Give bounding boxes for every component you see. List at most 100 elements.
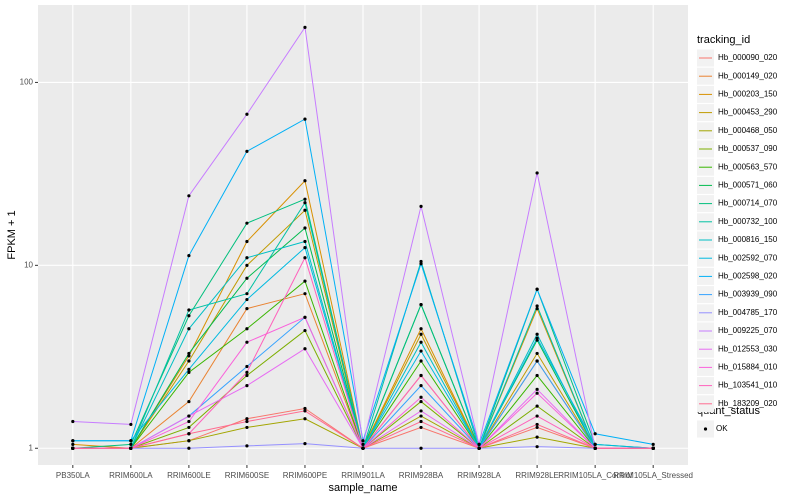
legend-label: Hb_183209_020 xyxy=(718,399,778,408)
point xyxy=(419,340,423,344)
y-axis-title: FPKM + 1 xyxy=(6,210,18,259)
point xyxy=(187,314,191,318)
x-tick-label: RRIM928LA xyxy=(457,471,501,480)
point xyxy=(361,439,365,443)
point xyxy=(535,332,539,336)
point xyxy=(419,409,423,413)
point xyxy=(419,373,423,378)
point xyxy=(535,373,539,378)
point xyxy=(245,340,249,344)
point xyxy=(419,446,423,450)
point xyxy=(187,425,191,430)
x-tick-label: PB350LA xyxy=(56,471,90,480)
x-tick-label: RRIM901LA xyxy=(341,471,385,480)
legend-label: Hb_009225_070 xyxy=(718,326,778,335)
x-tick-label: RRIM600PE xyxy=(283,471,327,480)
x-tick-label: RRIM928BA xyxy=(399,471,444,480)
point xyxy=(303,279,307,283)
point xyxy=(245,307,249,311)
legend-label: Hb_000732_100 xyxy=(718,217,778,226)
legend-label: Hb_000714_070 xyxy=(718,199,778,208)
legend-label: Hb_004785_170 xyxy=(718,308,778,317)
legend-label: Hb_002592_070 xyxy=(718,253,778,262)
x-tick-label: RRIM105LA_Control xyxy=(558,471,632,480)
point xyxy=(303,406,307,411)
point xyxy=(535,435,539,439)
point xyxy=(245,384,249,388)
point xyxy=(419,332,423,336)
point xyxy=(651,446,655,450)
point xyxy=(71,419,75,424)
point xyxy=(187,367,191,371)
x-tick-label: RRIM105LA_Stressed xyxy=(613,471,693,480)
legend-label: Hb_103541_010 xyxy=(718,381,778,390)
legend-label: Hb_003939_090 xyxy=(718,290,778,299)
point xyxy=(245,239,249,244)
point xyxy=(535,422,539,427)
y-tick-label: 100 xyxy=(20,78,34,87)
legend-title: tracking_id xyxy=(697,34,750,46)
point xyxy=(651,442,655,446)
point xyxy=(129,442,133,446)
point xyxy=(419,327,423,331)
point xyxy=(477,442,481,446)
point xyxy=(303,315,307,319)
point xyxy=(245,419,249,424)
legend-label: Hb_015884_010 xyxy=(718,363,778,372)
x-tick-label: RRIM600LA xyxy=(109,471,153,480)
legend-label: Hb_000563_570 xyxy=(718,162,778,171)
point xyxy=(187,446,191,450)
point xyxy=(303,409,307,413)
x-axis-title: sample_name xyxy=(328,482,397,494)
point xyxy=(419,384,423,388)
point xyxy=(303,292,307,296)
point xyxy=(419,262,423,266)
point xyxy=(245,112,249,116)
point xyxy=(535,387,539,391)
point xyxy=(535,171,539,175)
point xyxy=(419,419,423,424)
legend-label: OK xyxy=(716,424,728,433)
point xyxy=(245,276,249,280)
point xyxy=(303,347,307,351)
point xyxy=(535,336,539,340)
point xyxy=(187,370,191,374)
point xyxy=(187,439,191,443)
point xyxy=(303,25,307,29)
point xyxy=(419,395,423,399)
legend-swatch xyxy=(703,427,708,431)
point xyxy=(535,304,539,308)
point xyxy=(187,308,191,312)
point xyxy=(187,194,191,198)
point xyxy=(593,442,597,446)
point xyxy=(245,373,249,378)
point xyxy=(419,303,423,307)
point xyxy=(419,259,423,264)
point xyxy=(187,254,191,258)
point xyxy=(303,256,307,260)
point xyxy=(419,349,423,353)
point xyxy=(187,432,191,436)
point xyxy=(419,359,423,363)
point xyxy=(303,201,307,205)
point xyxy=(535,359,539,363)
legend-label: Hb_000816_150 xyxy=(718,235,778,244)
point xyxy=(593,432,597,436)
point xyxy=(419,399,423,404)
point xyxy=(535,414,539,418)
point xyxy=(535,391,539,395)
y-tick-label: 1 xyxy=(29,443,34,452)
point xyxy=(245,327,249,331)
point xyxy=(71,442,75,446)
point xyxy=(303,417,307,421)
point xyxy=(303,197,307,201)
point xyxy=(245,364,249,369)
point xyxy=(187,414,191,418)
point xyxy=(535,425,539,430)
point xyxy=(535,351,539,356)
point xyxy=(245,256,249,260)
point xyxy=(71,446,75,450)
x-tick-label: RRIM600LE xyxy=(167,471,211,480)
point xyxy=(245,292,249,296)
